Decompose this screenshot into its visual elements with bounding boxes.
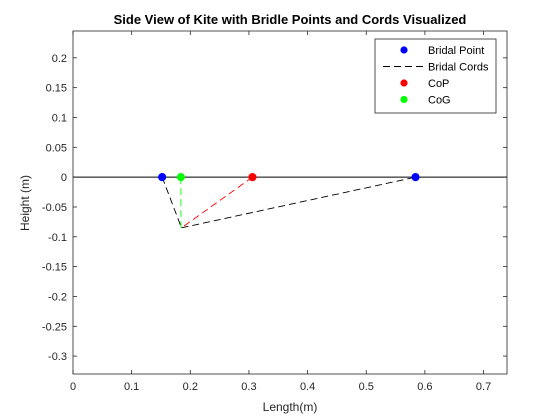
x-tick-label: 0.5 xyxy=(359,381,374,393)
y-tick-label: -0.2 xyxy=(48,291,67,303)
bridle-cord xyxy=(181,176,416,229)
y-tick-label: 0.2 xyxy=(52,53,67,65)
cop-cord xyxy=(181,176,253,229)
y-tick-label: -0.25 xyxy=(42,321,67,333)
legend: Bridal Point Bridal Cords CoP CoG xyxy=(374,38,497,114)
legend-label: CoG xyxy=(428,95,451,107)
legend-marker xyxy=(400,79,408,87)
x-tick-label: 0.3 xyxy=(241,381,256,393)
x-tick-label: 0 xyxy=(70,381,76,393)
y-tick-label: 0.1 xyxy=(52,112,67,124)
legend-label: CoP xyxy=(428,78,449,90)
y-tick-label: 0.05 xyxy=(46,142,67,154)
bridle-cord xyxy=(161,176,182,229)
chart-title: Side View of Kite with Bridle Points and… xyxy=(114,12,467,27)
y-tick-label: -0.15 xyxy=(42,262,67,274)
y-tick-label: -0.1 xyxy=(48,232,67,244)
x-tick-label: 0.7 xyxy=(476,381,491,393)
legend-label: Bridal Point xyxy=(428,45,484,57)
y-tick-label: 0.15 xyxy=(46,83,67,95)
legend-marker xyxy=(400,95,408,104)
x-tick-label: 0.6 xyxy=(417,381,432,393)
legend-marker xyxy=(400,46,408,54)
bridal-point-marker xyxy=(411,173,420,182)
bridal-point-marker xyxy=(158,173,167,182)
x-tick-label: 0.2 xyxy=(183,381,198,393)
cop-marker xyxy=(248,173,257,182)
x-tick-label: 0.4 xyxy=(300,381,315,393)
y-axis-label: Height (m) xyxy=(18,175,32,231)
y-tick-label: 0 xyxy=(61,172,67,184)
y-tick-label: -0.3 xyxy=(48,351,67,363)
cog-marker xyxy=(176,173,186,182)
legend-box xyxy=(374,38,497,114)
legend-label: Bridal Cords xyxy=(428,62,489,74)
x-axis-label: Length(m) xyxy=(263,400,318,414)
y-tick-label: -0.05 xyxy=(42,202,67,214)
x-tick-label: 0.1 xyxy=(124,381,139,393)
